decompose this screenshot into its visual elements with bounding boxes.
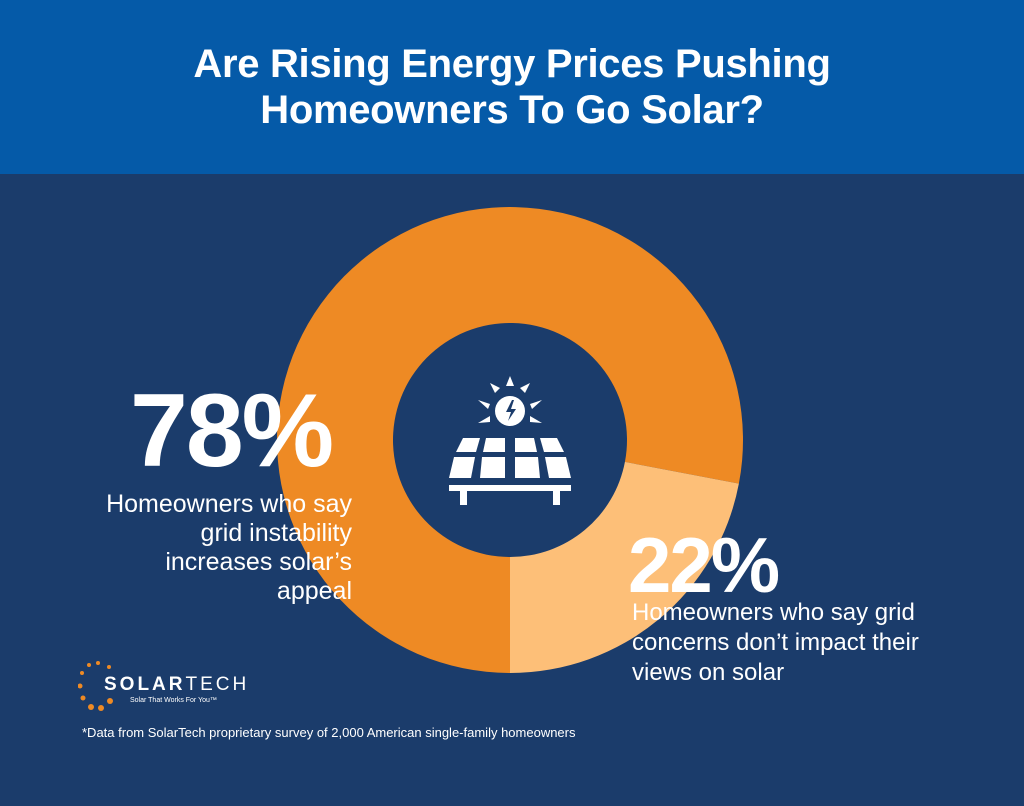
label-22-line: concerns don’t impact their [632, 629, 919, 656]
solartech-logo-icon [78, 661, 113, 711]
label-78-line: grid instability [200, 519, 352, 547]
donut-slice-78 [277, 207, 744, 673]
label-22-line: Homeowners who say grid [632, 599, 915, 626]
value-label-22: 22% [628, 521, 780, 609]
title-line-1: Are Rising Energy Prices Pushing [193, 42, 831, 86]
value-label-78: 78% [130, 373, 334, 489]
label-78-line: appeal [276, 577, 352, 605]
solar-panel-icon [449, 376, 571, 505]
label-78-line: increases solar’s [165, 548, 352, 576]
footnote: *Data from SolarTech proprietary survey … [82, 725, 576, 740]
logo-name: SOLARTECH [104, 674, 249, 696]
logo-name-bold: SOLAR [104, 674, 186, 695]
donut-slice-22 [510, 461, 739, 673]
label-78: Homeowners who say grid instability incr… [106, 490, 352, 606]
logo-name-light: TECH [185, 674, 250, 695]
logo-tagline: Solar That Works For You™ [130, 697, 217, 704]
label-22: Homeowners who say grid concerns don’t i… [632, 598, 919, 688]
header: Are Rising Energy Prices Pushing Homeown… [0, 0, 1024, 174]
title-line-2: Homeowners To Go Solar? [260, 88, 764, 132]
label-22-line: views on solar [632, 659, 785, 686]
label-78-line: Homeowners who say [106, 490, 352, 518]
